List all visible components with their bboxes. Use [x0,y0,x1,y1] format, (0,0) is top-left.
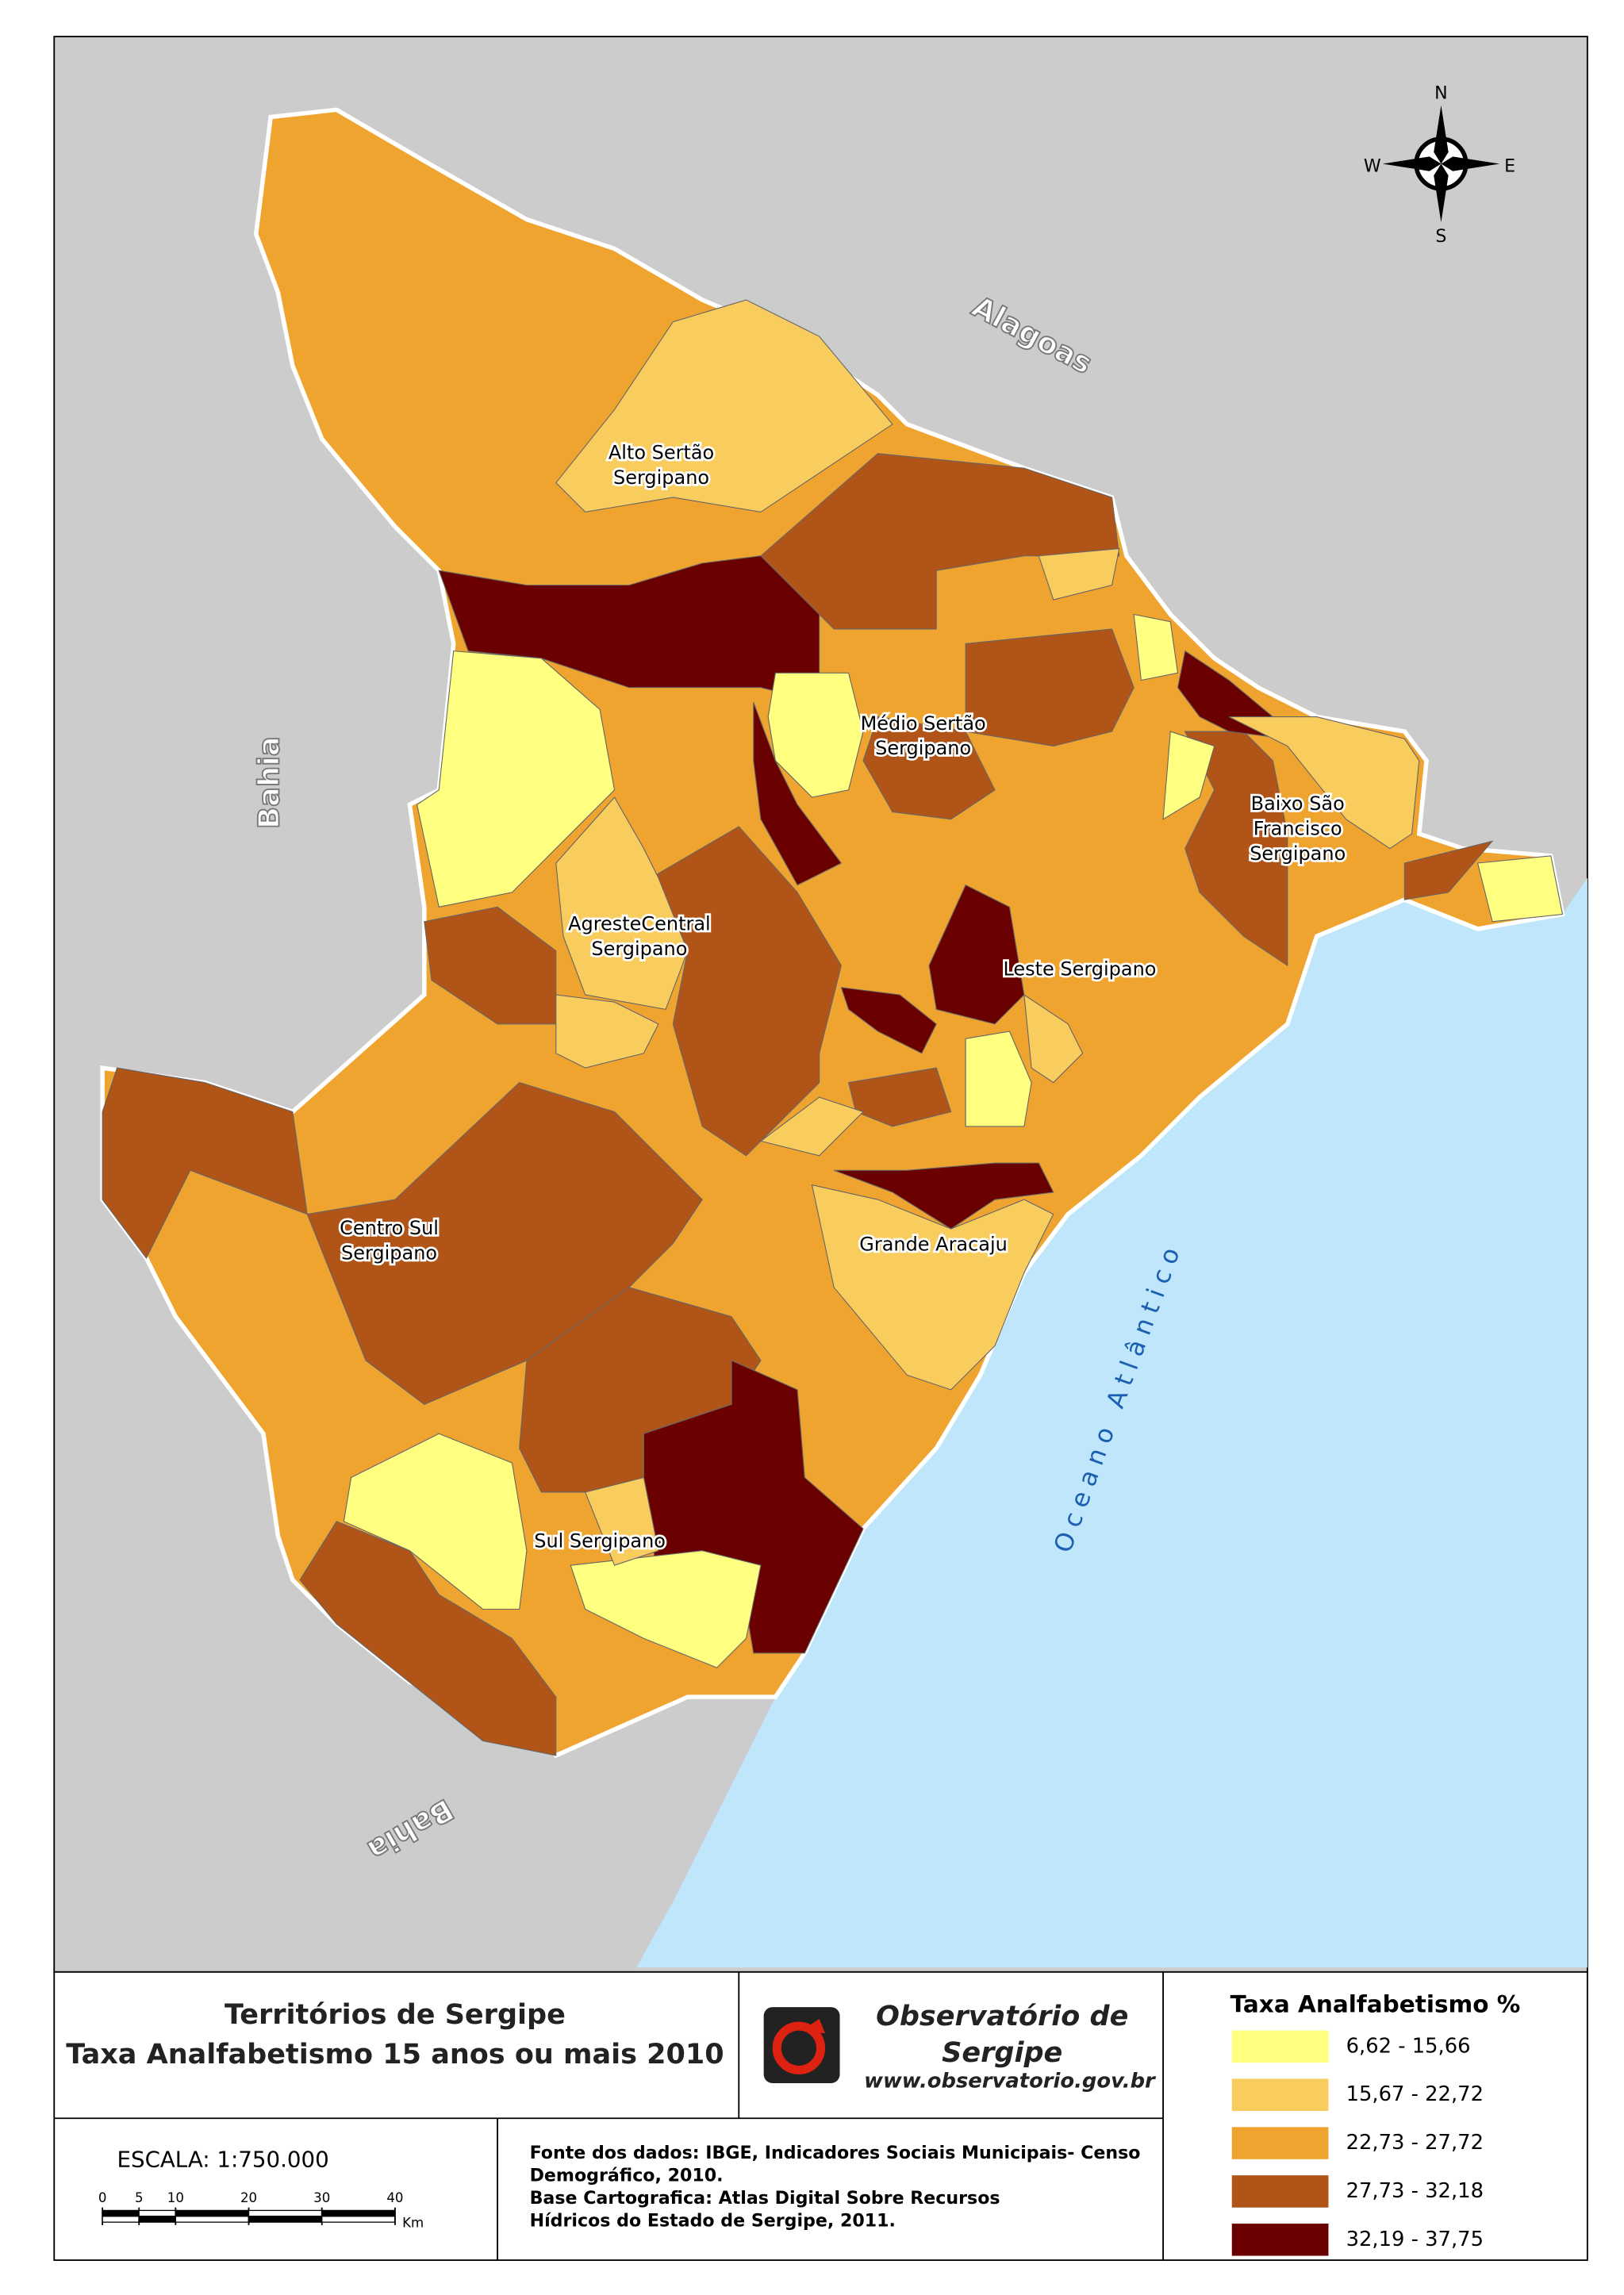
municipality [1023,993,1084,1084]
scale-segment [138,2216,176,2223]
ocean [636,877,1588,1968]
territory-label: Francisco [1254,818,1342,840]
municipality [840,987,937,1054]
source-text: Fonte dos dados: IBGE, Indicadores Socia… [530,2143,1141,2163]
compass-letter: N [1434,83,1448,104]
municipality [811,1184,1054,1391]
municipality [650,826,842,1157]
source-text: Base Cartografica: Atlas Digital Sobre R… [530,2188,1000,2209]
municipality [1038,547,1120,601]
scale-tick-label: 30 [313,2190,330,2205]
territory-label: Grande Aracaju [859,1233,1008,1255]
territory-label: Sergipano [341,1242,437,1264]
municipality [1184,731,1288,967]
compass-letter: E [1504,156,1515,177]
scale-tick-label: 20 [240,2190,257,2205]
scale-segment [175,2216,250,2223]
legend-label: 6,62 - 15,66 [1346,2034,1471,2058]
scale-segment [102,2209,140,2217]
logo-icon [763,2007,840,2083]
title: Taxa Analfabetismo 15 anos ou mais 2010 [66,2038,724,2070]
municipality [555,796,689,1011]
scale-tick-label: 10 [167,2190,184,2205]
municipality [555,994,659,1069]
compass-letter: W [1364,156,1381,177]
legend-swatch [1231,2175,1329,2208]
territory-label: Sergipano [1250,842,1346,865]
scale-text: ESCALA: 1:750.000 [117,2147,329,2173]
municipality [570,1550,762,1668]
territory-label: Sergipano [613,466,709,489]
scale-segment [102,2216,140,2223]
legend-swatch [1231,2030,1329,2063]
legend-swatch [1231,2078,1329,2112]
municipality [555,299,893,513]
scale-segment [175,2209,250,2217]
municipality [767,672,864,798]
territory-label: Leste Sergipano [1003,958,1156,981]
scale-segment [248,2209,323,2217]
scale-segment [248,2216,323,2223]
municipality [759,1096,865,1157]
legend-label: 32,19 - 37,75 [1346,2228,1484,2251]
municipality [584,1476,659,1566]
territory-label: AgresteCentral [568,912,711,935]
municipality [760,453,1120,630]
territory-label: Centro Sul [340,1217,439,1239]
municipality [847,1067,952,1127]
scale-tick-label: 40 [386,2190,403,2205]
municipality [1228,716,1420,850]
territory-label: Sergipano [591,938,687,960]
municipality [1476,855,1564,923]
scale-unit: Km [402,2216,424,2231]
compass [1382,105,1500,223]
territory-label: Sul Sergipano [534,1530,666,1552]
legend-swatch [1231,2127,1329,2159]
neighbor-label: Bahia [252,736,286,829]
compass-letter: S [1435,226,1446,247]
municipality [833,1162,1054,1230]
municipality [1133,613,1179,681]
logo-name: Sergipe [942,2036,1062,2069]
territory-label: Alto Sertão [609,442,714,464]
scale-segment [321,2216,396,2223]
territory-label: Médio Sertão [861,712,986,735]
municipality [416,651,616,908]
title: Territórios de Sergipe [225,1998,566,2031]
municipality [965,628,1134,747]
logo-name: Observatório de [876,2000,1128,2032]
legend-title: Taxa Analfabetismo % [1230,1991,1521,2018]
scale-segment [321,2209,396,2217]
municipality [753,701,843,886]
scale-tick-label: 0 [98,2190,107,2205]
municipality [862,716,996,820]
territory-label: Sergipano [875,737,971,759]
source-text: Hídricos do Estado de Sergipe, 2011. [530,2211,896,2232]
logo-url: www.observatorio.gov.br [864,2070,1157,2094]
municipality [965,1030,1032,1127]
legend-label: 15,67 - 22,72 [1346,2082,1484,2106]
scale-tick-label: 5 [135,2190,144,2205]
territory-label: Baixo São [1251,793,1345,815]
municipality [299,1521,557,1756]
municipality [306,1081,703,1405]
municipality [102,1067,308,1259]
legend-label: 27,73 - 32,18 [1346,2179,1484,2203]
municipality [928,884,1025,1025]
municipality [343,1433,528,1610]
legend-swatch [1231,2224,1329,2256]
municipality [1403,840,1494,900]
source-text: Demográfico, 2010. [530,2166,724,2186]
municipality [1162,731,1215,820]
scale-segment [138,2209,176,2217]
legend-label: 22,73 - 27,72 [1346,2131,1484,2155]
